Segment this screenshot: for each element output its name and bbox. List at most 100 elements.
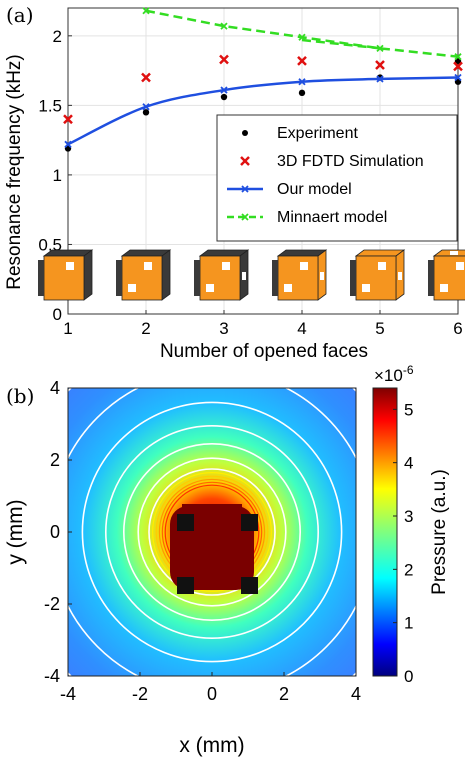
series-marker	[454, 53, 462, 61]
series-marker	[298, 33, 306, 41]
chart-a-xtick-label: 5	[375, 319, 384, 338]
data-point	[298, 89, 306, 97]
cube-opening	[284, 284, 292, 292]
data-point	[63, 114, 73, 125]
colorbar-gradient	[372, 387, 398, 677]
series-line	[67, 76, 459, 146]
chart-a-ylabel: Resonance frequency (kHz)	[4, 54, 25, 290]
cube-inset-4	[272, 249, 328, 301]
series-marker	[454, 73, 462, 82]
contour-line	[123, 442, 301, 621]
panel-a-label: (a)	[6, 3, 34, 27]
series-marker	[220, 86, 228, 94]
heatmap-ytick-label: -2	[44, 594, 60, 614]
cube-left-edge	[38, 260, 44, 296]
cube-left-edge	[116, 260, 122, 296]
heatmap-xlabel: x (mm)	[179, 734, 244, 757]
chart-a-frame	[67, 7, 459, 315]
series-2	[64, 73, 462, 148]
colorbar-tick-label: 1	[404, 614, 413, 633]
series-marker	[220, 22, 228, 30]
data-point	[142, 109, 150, 116]
legend-fdtd-label: 3D FDTD Simulation	[277, 153, 424, 170]
cube-opening	[378, 262, 386, 270]
series-3	[142, 7, 462, 61]
data-point	[141, 72, 151, 83]
colorbar-tick-label: 4	[404, 454, 413, 473]
cube-side	[161, 249, 171, 301]
cube-opening	[440, 284, 448, 292]
data-point	[297, 55, 307, 66]
legend-our-model-label: Our model	[277, 181, 352, 198]
chart-a-xtick-label: 3	[219, 319, 228, 338]
legend-minnaert-marker	[241, 213, 249, 221]
central-object	[170, 504, 258, 594]
cube-opening	[450, 251, 458, 255]
cube-opening	[128, 284, 136, 292]
cube-front	[199, 255, 241, 301]
cube-inset-1	[38, 249, 94, 301]
contour-line-inner	[152, 472, 273, 593]
data-point	[220, 93, 228, 101]
colorbar-exponent: ×10-6	[374, 363, 414, 385]
cube-side	[83, 249, 93, 301]
cube-inset-5	[350, 249, 406, 301]
central-object-corner-tr	[241, 514, 258, 531]
chart-a-xlabel: Number of opened faces	[160, 341, 368, 362]
heatmap-xtick-label: -4	[60, 684, 76, 704]
colorbar-tick-label: 3	[404, 507, 413, 526]
heatmap-ytick-label: 0	[50, 522, 60, 542]
chart-a-cube-insets	[38, 249, 465, 301]
cube-front	[43, 255, 85, 301]
colorbar: 0 1 2 3 4 5 ×10-6 Pressure (a.u.)	[372, 363, 450, 686]
central-object-core-top	[182, 504, 242, 514]
contour-line	[105, 424, 319, 639]
cube-opening	[144, 262, 152, 270]
colorbar-tick-label: 2	[404, 560, 413, 579]
data-point	[453, 61, 463, 72]
central-object-corner-tl	[177, 514, 194, 531]
heatmap-ytick-label: -4	[44, 666, 60, 686]
cube-opening	[242, 272, 246, 280]
chart-a-legend: Experiment 3D FDTD Simulation Our model …	[216, 114, 458, 242]
legend-our-model-marker	[241, 185, 249, 193]
cube-opening	[320, 272, 324, 280]
heatmap-xtick-label: -2	[132, 684, 148, 704]
legend-minnaert-label: Minnaert model	[277, 209, 387, 226]
series-marker	[64, 140, 72, 148]
cube-opening	[362, 284, 370, 292]
legend-box	[216, 114, 458, 242]
series-marker	[142, 7, 150, 15]
cube-opening	[300, 262, 308, 270]
cube-inset-2	[116, 249, 172, 301]
cube-opening	[398, 272, 402, 280]
colorbar-exponent-base: ×10	[374, 366, 403, 385]
contour-line	[148, 468, 276, 596]
series-marker	[376, 75, 384, 83]
heatmap-field	[68, 388, 356, 676]
central-object-corner-bl	[177, 577, 194, 594]
colorbar-exponent-power: -6	[403, 363, 414, 377]
chart-a-ytick-label: 0	[53, 305, 62, 324]
chart-a-xtick-label: 6	[453, 319, 462, 338]
cube-front	[121, 255, 163, 301]
heatmap-xtick-label: 2	[279, 684, 289, 704]
heatmap-xtick-label: 4	[351, 684, 361, 704]
legend-fdtd-marker	[240, 156, 250, 166]
contour-line	[81, 401, 343, 663]
cube-inset-6	[428, 249, 465, 301]
colorbar-tick-label: 0	[404, 667, 413, 686]
contour-line	[137, 457, 287, 607]
series-marker	[298, 78, 306, 86]
legend-experiment-label: Experiment	[277, 125, 358, 142]
data-point	[375, 60, 385, 70]
chart-a-ytick-label: 1	[53, 166, 62, 185]
cube-opening	[456, 262, 464, 270]
panel-b-label: (b)	[6, 384, 34, 408]
series-marker	[376, 44, 384, 52]
data-point	[219, 54, 229, 65]
cube-front	[277, 255, 319, 301]
chart-a-series	[63, 7, 463, 152]
cube-left-edge	[350, 260, 356, 296]
